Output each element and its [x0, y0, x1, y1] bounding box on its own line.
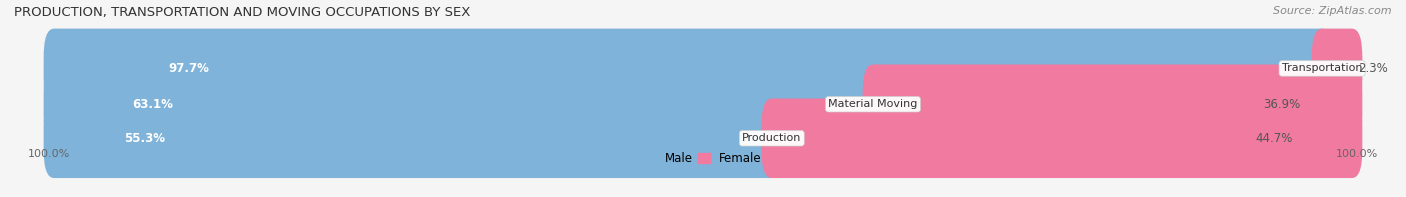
FancyBboxPatch shape: [1312, 29, 1362, 108]
FancyBboxPatch shape: [44, 29, 1333, 108]
Text: 100.0%: 100.0%: [1336, 149, 1378, 159]
Text: 97.7%: 97.7%: [169, 62, 209, 75]
Text: Material Moving: Material Moving: [828, 99, 918, 109]
Text: Production: Production: [742, 133, 801, 143]
FancyBboxPatch shape: [44, 29, 1362, 108]
Text: PRODUCTION, TRANSPORTATION AND MOVING OCCUPATIONS BY SEX: PRODUCTION, TRANSPORTATION AND MOVING OC…: [14, 6, 471, 19]
Text: 55.3%: 55.3%: [125, 132, 166, 145]
Text: 63.1%: 63.1%: [132, 98, 173, 111]
FancyBboxPatch shape: [44, 98, 782, 178]
Text: 36.9%: 36.9%: [1264, 98, 1301, 111]
Text: 44.7%: 44.7%: [1256, 132, 1292, 145]
Text: Source: ZipAtlas.com: Source: ZipAtlas.com: [1274, 6, 1392, 16]
Text: 100.0%: 100.0%: [28, 149, 70, 159]
FancyBboxPatch shape: [863, 64, 1362, 144]
Text: 2.3%: 2.3%: [1358, 62, 1388, 75]
Text: Transportation: Transportation: [1282, 63, 1362, 73]
FancyBboxPatch shape: [44, 64, 883, 144]
Legend: Male, Female: Male, Female: [644, 152, 762, 165]
FancyBboxPatch shape: [762, 98, 1362, 178]
FancyBboxPatch shape: [44, 64, 1362, 144]
FancyBboxPatch shape: [44, 98, 1362, 178]
